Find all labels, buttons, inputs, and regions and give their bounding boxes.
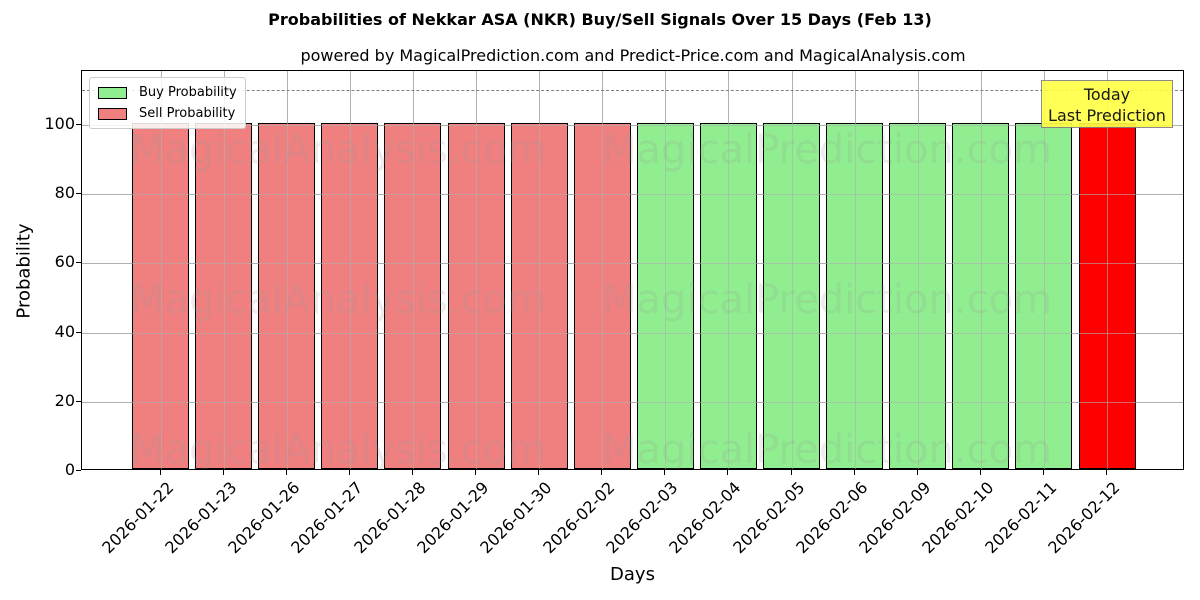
x-tick-mark [1106,470,1107,475]
gridline-vertical-overlay [286,71,288,469]
x-tick-mark [790,470,792,475]
x-tick-mark [727,470,729,475]
y-tick-label: 60 [54,252,75,272]
x-tick-mark [601,470,603,475]
gridline-vertical-overlay [791,71,793,469]
x-axis-label: Days [610,564,655,585]
legend-buy-label: Buy Probability [139,85,237,100]
y-axis-label: Probability [13,223,35,319]
legend-item-sell: Sell Probability [98,103,237,124]
annotation-line2: Last Prediction [1048,106,1166,125]
y-tick-mark [76,400,81,402]
x-tick-mark [853,470,855,475]
gridline-vertical-overlay [665,71,667,469]
y-tick-mark [76,262,81,264]
gridline-vertical-overlay [602,71,604,469]
x-tick-mark [916,470,918,475]
gridline-vertical-overlay [539,71,541,469]
x-tick-mark [475,470,476,475]
y-tick-label: 100 [44,114,75,133]
y-tick-label: 0 [64,460,75,479]
gridline-vertical-overlay [728,71,730,469]
x-tick-mark [222,470,224,475]
gridline-vertical-overlay [1043,71,1045,469]
gridline-horizontal-overlay [82,401,1183,403]
today-annotation: Today Last Prediction [1041,80,1173,128]
x-tick-mark [1042,470,1044,475]
x-tick-mark [538,470,540,475]
gridline-horizontal-overlay [82,332,1183,334]
sell-swatch-icon [98,107,127,120]
legend: Buy Probability Sell Probability [89,77,246,129]
gridline-horizontal-overlay [82,125,1183,126]
annotation-line1: Today [1083,85,1131,104]
x-tick-mark [979,470,981,475]
y-tick-mark [76,193,81,195]
y-tick-label: 80 [54,183,75,203]
y-tick-label: 20 [54,390,75,410]
gridline-horizontal-overlay [82,263,1183,265]
gridline-vertical-overlay [412,71,414,469]
gridline-vertical-overlay [854,71,856,469]
x-tick-mark [664,470,666,475]
gridline-vertical-overlay [980,71,982,469]
x-tick-mark [159,470,161,475]
gridline-vertical-overlay [349,71,351,469]
legend-sell-label: Sell Probability [139,106,236,121]
plot-area: MagicalAnalysis.comMagicalPrediction.com… [81,70,1184,470]
legend-item-buy: Buy Probability [98,82,237,103]
y-tick-mark [76,124,81,125]
gridline-vertical-overlay [476,71,477,469]
gridline-vertical-overlay [160,71,162,469]
gridline-vertical-overlay [1107,71,1108,469]
chart-subtitle: powered by MagicalPrediction.com and Pre… [300,46,966,65]
gridline-vertical-overlay [917,71,919,469]
gridline-vertical-overlay [223,71,225,469]
x-tick-mark [285,470,287,475]
x-tick-mark [348,470,350,475]
y-tick-mark [76,470,81,471]
x-tick-mark [411,470,413,475]
y-tick-mark [76,331,81,333]
gridline-horizontal-overlay [82,194,1183,196]
buy-swatch-icon [98,86,127,99]
y-tick-label: 40 [54,321,75,341]
reference-line [82,90,1183,92]
chart-title: Probabilities of Nekkar ASA (NKR) Buy/Se… [268,10,932,29]
